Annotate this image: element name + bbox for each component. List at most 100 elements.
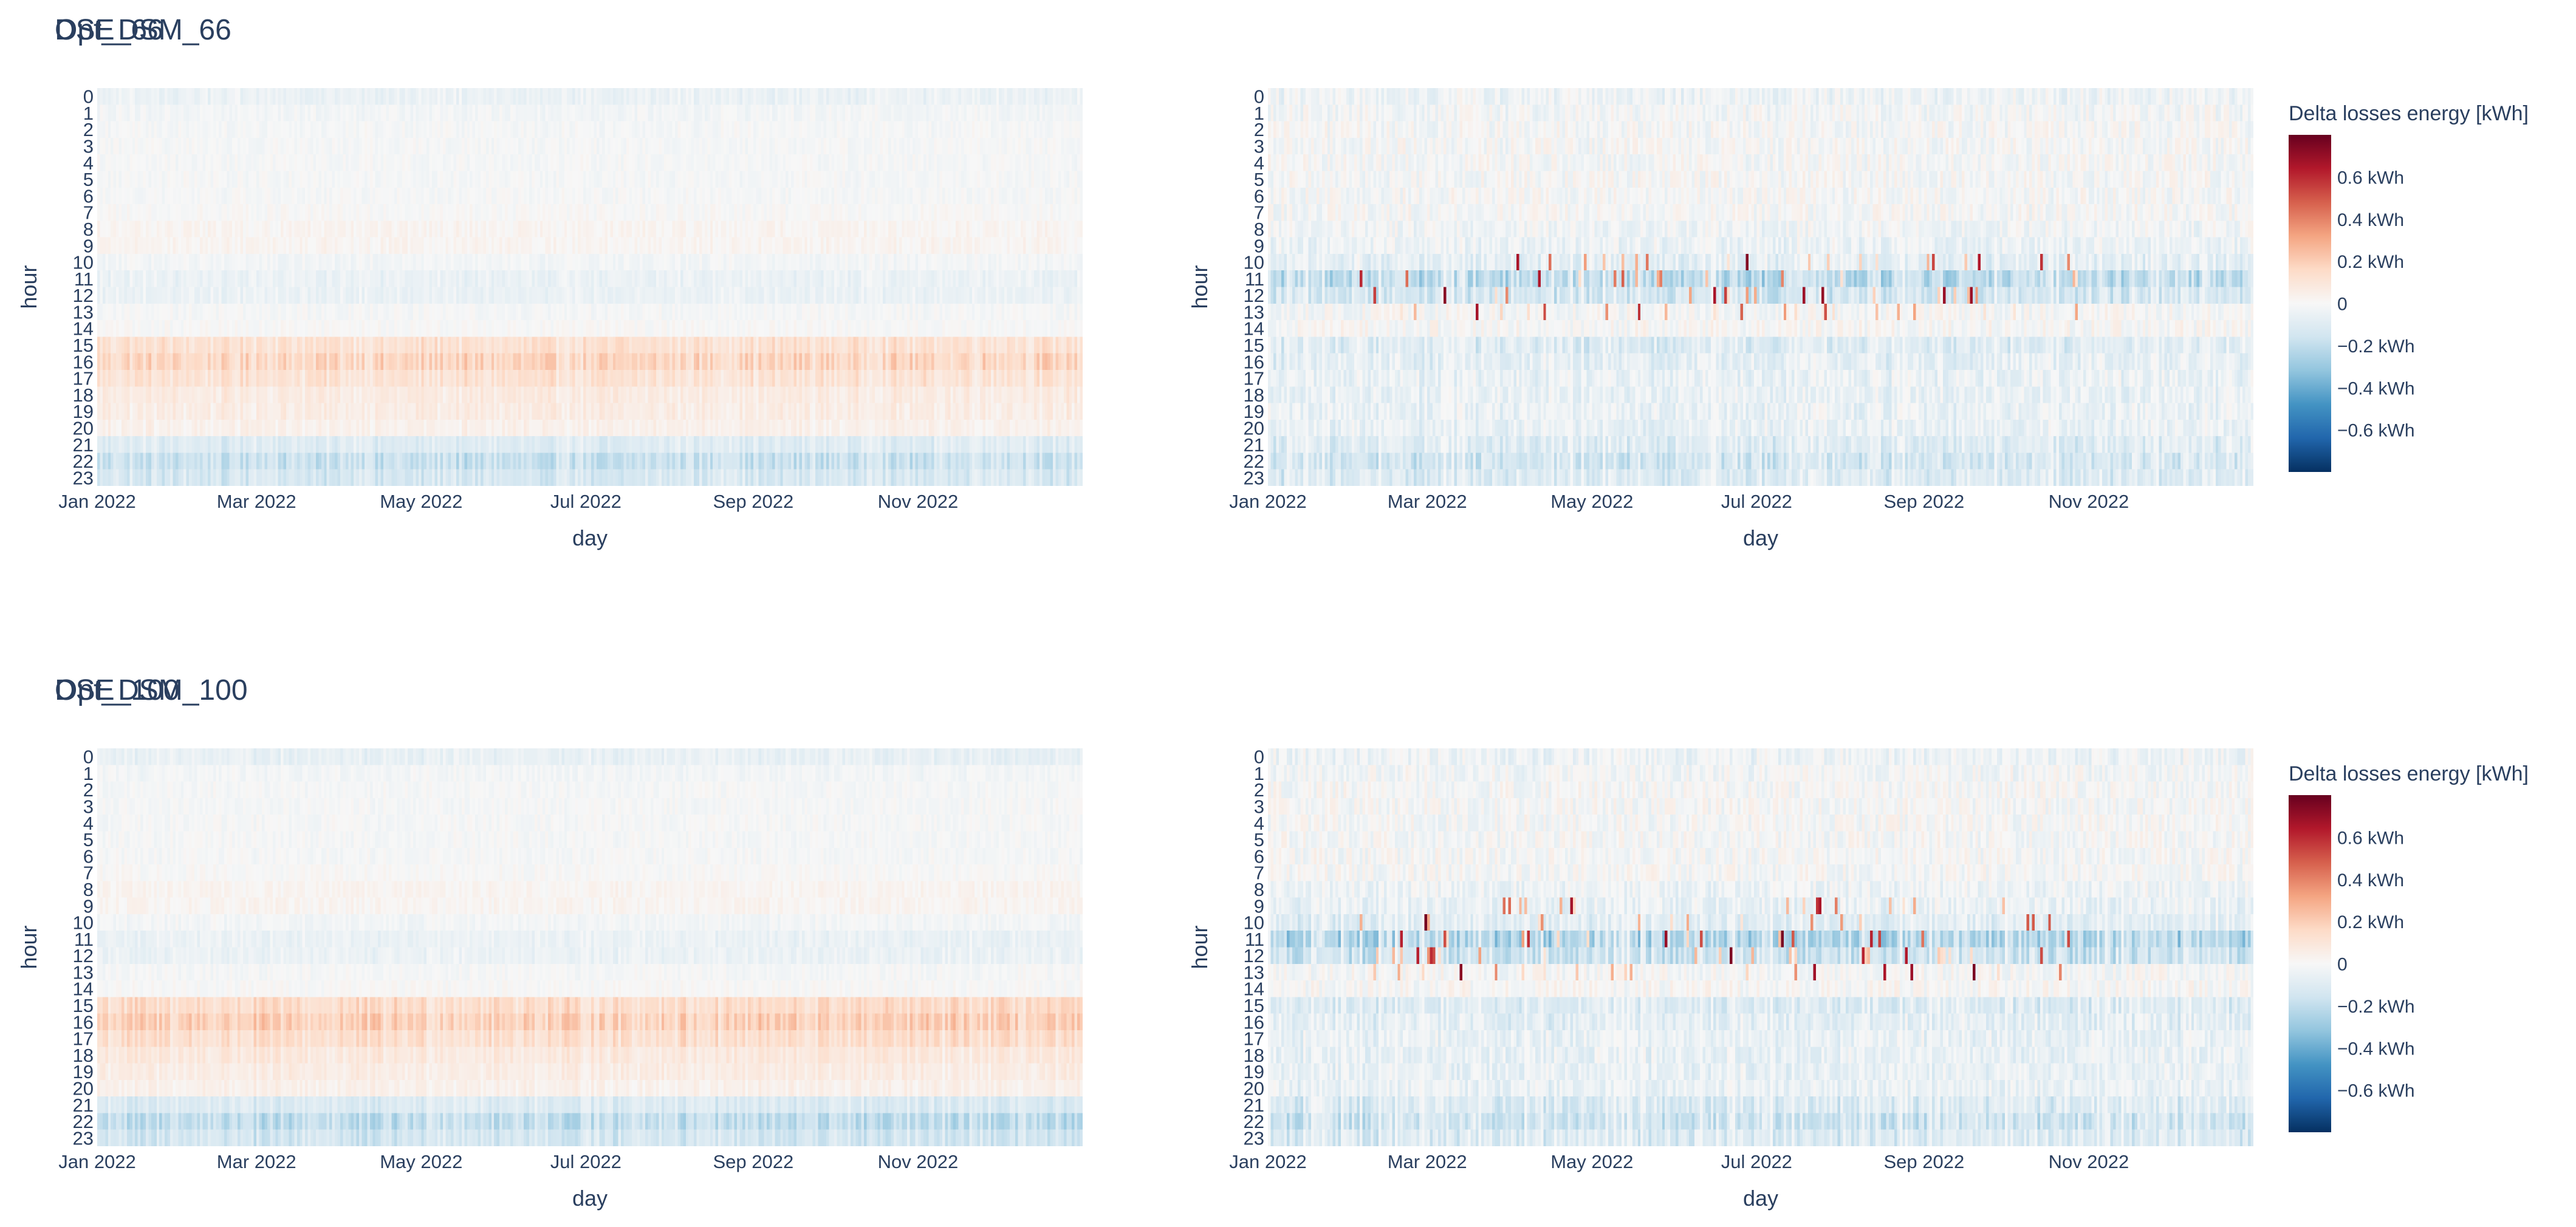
x-tick-label: Mar 2022 [217, 1151, 296, 1172]
y-tick-label: 12 [1244, 945, 1264, 966]
y-tick-label: 4 [83, 813, 94, 834]
y-tick-label: 7 [1254, 202, 1264, 224]
y-tick-label: 0 [1254, 86, 1264, 108]
x-tick-label: Nov 2022 [878, 491, 959, 512]
y-tick-label: 15 [1244, 995, 1264, 1016]
y-tick-label: 23 [73, 467, 94, 488]
x-axis-title: day [572, 525, 608, 550]
colorbar-tick-label: 0.4 kWh [2337, 870, 2404, 890]
y-tick-label: 2 [83, 779, 94, 801]
x-tick-label: Jan 2022 [1229, 491, 1307, 512]
y-tick-label: 8 [83, 879, 94, 900]
y-tick-label: 0 [83, 86, 94, 108]
x-tick-label: May 2022 [380, 1151, 462, 1172]
colorbar-title: Delta losses energy [kWh] [2289, 102, 2529, 125]
colorbar-gradient [2289, 135, 2331, 472]
colorbar-tick-label: −0.6 kWh [2337, 1081, 2415, 1101]
x-tick-label: Sep 2022 [713, 1151, 793, 1172]
y-tick-label: 23 [1244, 1127, 1264, 1149]
y-tick-label: 6 [83, 846, 94, 867]
y-tick-label: 14 [1244, 979, 1264, 1000]
y-tick-label: 7 [1254, 863, 1264, 884]
heatmap-panel-3: DSE_100012345678910111213141516171819202… [16, 674, 1083, 1211]
x-tick-label: Mar 2022 [1388, 491, 1467, 512]
y-tick-label: 11 [1245, 268, 1264, 290]
x-tick-label: Jan 2022 [58, 491, 136, 512]
y-tick-label: 10 [73, 912, 94, 934]
colorbar-tick-label: 0.4 kWh [2337, 210, 2404, 230]
y-tick-label: 6 [1254, 185, 1264, 207]
colorbar-2: Delta losses energy [kWh] 0.6 kWh 0.4 kWh 0… [2289, 762, 2529, 1132]
x-tick-label: May 2022 [380, 491, 462, 512]
heatmap-panel-4: Opt_DSM_10001234567891011121314151617181… [55, 674, 2253, 1211]
y-tick-label: 4 [1254, 813, 1264, 834]
colorbar-tick-label: −0.4 kWh [2337, 378, 2415, 398]
colorbar-tick-label: 0 [2337, 295, 2348, 315]
y-tick-label: 8 [1254, 879, 1264, 900]
y-tick-label: 8 [83, 219, 94, 240]
x-tick-label: Jul 2022 [1721, 1151, 1792, 1172]
y-tick-label: 2 [83, 119, 94, 140]
y-tick-label: 4 [83, 152, 94, 174]
x-tick-label: Jul 2022 [550, 1151, 622, 1172]
heatmap-cells [97, 748, 1083, 1146]
y-tick-label: 13 [1244, 301, 1264, 323]
heatmap-panel-1: DSE_660123456789101112131415161718192021… [16, 14, 1083, 550]
y-tick-label: 22 [1244, 1111, 1264, 1132]
y-tick-label: 5 [1254, 169, 1264, 190]
y-tick-label: 5 [83, 829, 94, 850]
x-tick-label: Mar 2022 [217, 491, 296, 512]
y-tick-label: 5 [83, 169, 94, 190]
y-tick-label: 1 [83, 103, 94, 124]
y-tick-label: 22 [73, 451, 94, 472]
y-tick-label: 22 [1244, 451, 1264, 472]
y-tick-label: 18 [73, 385, 94, 406]
x-tick-label: Jan 2022 [1229, 1151, 1307, 1172]
y-tick-label: 20 [1244, 1078, 1264, 1099]
x-tick-label: Nov 2022 [878, 1151, 959, 1172]
x-tick-label: May 2022 [1550, 1151, 1633, 1172]
colorbar-tick-label: 0.2 kWh [2337, 912, 2404, 932]
y-tick-label: 13 [73, 301, 94, 323]
y-tick-label: 12 [1244, 285, 1264, 306]
x-tick-label: Sep 2022 [1883, 491, 1964, 512]
colorbar-1: Delta losses energy [kWh] 0.6 kWh 0.4 kWh 0… [2289, 102, 2529, 472]
y-tick-label: 3 [1254, 796, 1264, 818]
y-axis-title: hour [16, 925, 41, 969]
heatmap-panel-2: Opt_DSM_66012345678910111213141516171819… [55, 14, 2253, 550]
y-tick-label: 13 [73, 962, 94, 983]
y-tick-label: 12 [73, 945, 94, 966]
colorbar-tick-label: −0.4 kWh [2337, 1039, 2415, 1059]
y-tick-label: 18 [73, 1045, 94, 1066]
colorbar-tick-label: −0.2 kWh [2337, 997, 2415, 1017]
y-tick-label: 7 [83, 863, 94, 884]
y-tick-label: 15 [73, 335, 94, 356]
y-tick-label: 21 [1244, 434, 1264, 456]
colorbar-tick-label: −0.6 kWh [2337, 421, 2415, 441]
y-axis-title: hour [16, 265, 41, 309]
y-tick-label: 9 [83, 235, 94, 256]
colorbar-tick-label: 0 [2337, 955, 2348, 975]
y-tick-label: 20 [73, 1078, 94, 1099]
y-tick-label: 16 [73, 1011, 94, 1033]
y-tick-label: 15 [73, 995, 94, 1016]
y-tick-label: 2 [1254, 779, 1264, 801]
colorbar-tick-label: 0.6 kWh [2337, 828, 2404, 848]
y-tick-label: 19 [73, 1061, 94, 1082]
y-tick-label: 17 [73, 368, 94, 389]
y-tick-label: 18 [1244, 1045, 1264, 1066]
y-tick-label: 20 [73, 417, 94, 439]
y-tick-label: 8 [1254, 219, 1264, 240]
x-tick-label: Jul 2022 [1721, 491, 1792, 512]
x-tick-label: Jan 2022 [58, 1151, 136, 1172]
x-axis-title: day [1743, 1186, 1778, 1211]
y-tick-label: 21 [1244, 1095, 1264, 1116]
x-tick-label: Mar 2022 [1388, 1151, 1467, 1172]
y-tick-label: 19 [73, 401, 94, 422]
x-tick-label: Sep 2022 [1883, 1151, 1964, 1172]
heatmap-cells [97, 88, 1083, 486]
y-tick-label: 9 [1254, 895, 1264, 917]
y-tick-label: 21 [73, 434, 94, 456]
chart-title: Opt_DSM_100 [55, 674, 248, 706]
